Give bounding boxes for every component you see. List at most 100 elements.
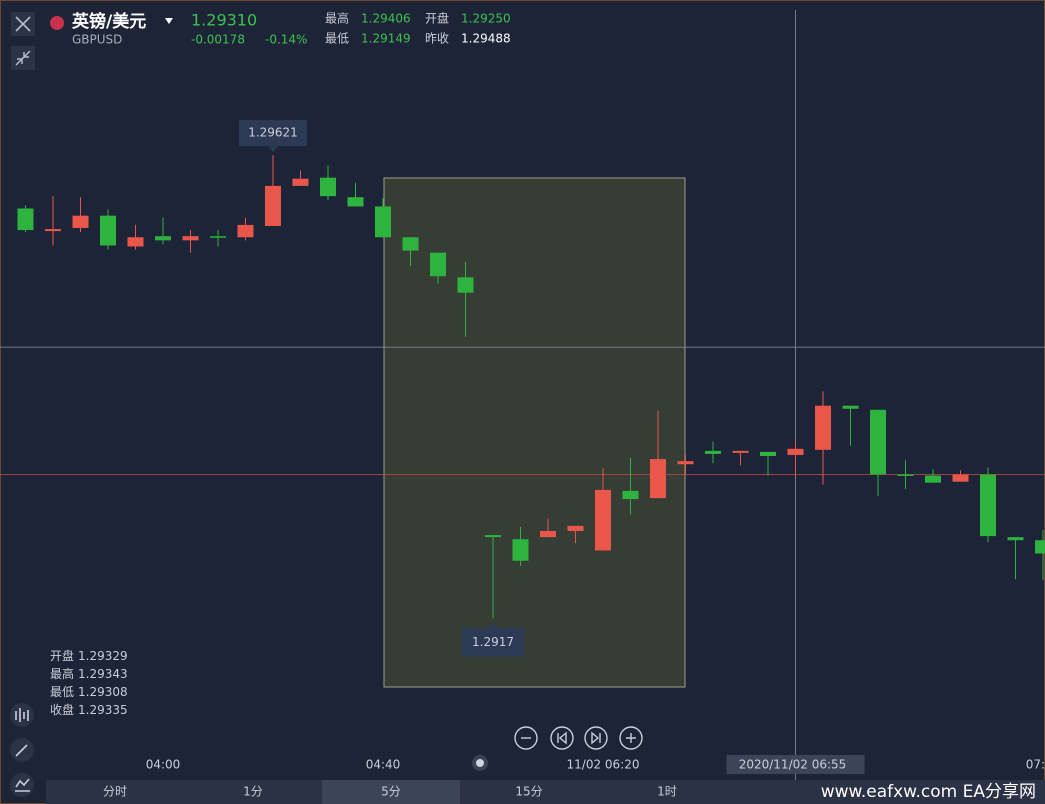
chart-type-button[interactable] <box>10 703 34 727</box>
candle-body <box>127 237 144 247</box>
candle-body <box>842 405 859 409</box>
candle-body <box>650 459 666 499</box>
ohlc-label: 最低 <box>50 685 74 699</box>
candle-body <box>870 409 886 475</box>
ohlc-value: 1.29335 <box>78 703 128 717</box>
crosshair-time: 2020/11/02 06:55 <box>739 758 847 772</box>
tool-icons <box>15 708 30 792</box>
candle-body <box>897 474 914 476</box>
ohlc-label: 收盘 <box>50 702 74 717</box>
candle-body <box>182 236 199 241</box>
candle-body <box>540 530 556 538</box>
candle-body <box>705 450 721 454</box>
ohlc-value: 1.29329 <box>78 649 128 663</box>
candle-body <box>45 229 61 232</box>
low-callout-box <box>462 628 524 657</box>
candle-body <box>430 252 446 277</box>
ohlc-value: 1.29308 <box>78 685 128 699</box>
candle-body <box>1007 537 1024 541</box>
candle-body <box>485 535 501 538</box>
candle-body <box>1035 540 1045 554</box>
low-label: 1.2917 <box>472 635 514 649</box>
timeframe-tabs: 分时 1分 5分 15分 1时 <box>103 780 677 804</box>
stat-label: 昨收 <box>425 32 449 46</box>
low-callout-pointer <box>488 622 498 629</box>
ohlc-row: 最高 1.29343 <box>50 666 128 681</box>
ohlc-value: 1.29343 <box>78 667 128 681</box>
stat-label: 最低 <box>325 32 349 46</box>
candle-body <box>952 474 969 482</box>
x-tick-label: 07:40 <box>1026 758 1045 772</box>
tab-selected <box>322 780 460 804</box>
tab-label: 1时 <box>657 785 677 799</box>
candle-body <box>732 450 749 453</box>
high-callout-pointer <box>268 146 278 153</box>
candle-body <box>402 237 419 251</box>
zoom-out[interactable] <box>514 726 538 750</box>
high-callout-box <box>239 120 307 147</box>
dropdown-arrow[interactable] <box>165 18 173 24</box>
stat-label: 开盘 <box>425 11 449 26</box>
ohlc-row: 收盘 1.29335 <box>50 702 128 717</box>
candle-body <box>980 474 996 537</box>
price: 1.29310 <box>191 11 257 30</box>
symbol: GBPUSD <box>72 33 122 47</box>
close-icon <box>15 16 31 32</box>
candle-body <box>815 405 831 450</box>
candle-body <box>100 215 116 246</box>
candle-body <box>265 185 281 226</box>
scroll-end[interactable] <box>584 726 608 750</box>
candle-body <box>347 197 364 207</box>
flag-icon <box>50 16 64 30</box>
candle-body <box>457 277 474 293</box>
change: -0.00178 <box>191 33 245 47</box>
selection-box <box>383 177 686 688</box>
high-label: 1.29621 <box>248 126 298 140</box>
tab-label: 15分 <box>515 785 542 799</box>
ohlc-label: 最高 <box>50 666 74 681</box>
candle-body <box>210 236 226 238</box>
candle-body <box>237 224 254 238</box>
stat-value: 1.29250 <box>461 12 511 26</box>
candle-body <box>595 489 611 551</box>
shrink-icon <box>15 50 31 66</box>
candle-body <box>567 525 584 531</box>
indicator-button[interactable] <box>10 773 34 797</box>
candle-body <box>72 215 89 228</box>
tab-label: 1分 <box>243 785 263 799</box>
ohlc-row: 最低 1.29308 <box>50 685 128 699</box>
x-tick-label: 04:40 <box>366 758 401 772</box>
stat-value: 1.29406 <box>361 12 411 26</box>
scroll-start[interactable] <box>550 726 574 750</box>
x-tick-label: 11/02 06:20 <box>567 758 640 772</box>
ohlc-label: 开盘 <box>50 648 74 663</box>
pair-name[interactable]: 英镑/美元 <box>72 11 146 32</box>
ohlc-row: 开盘 1.29329 <box>50 648 128 663</box>
candle-body <box>375 206 391 238</box>
x-tick-label: 04:00 <box>146 758 181 772</box>
change-pct: -0.14% <box>265 33 307 47</box>
stat-value: 1.29488 <box>461 32 511 46</box>
candle-body <box>155 236 171 241</box>
candle-body <box>622 490 639 500</box>
tab-label: 5分 <box>381 785 401 799</box>
candle-body <box>17 208 34 231</box>
stat-value: 1.29149 <box>361 32 411 46</box>
candle-body <box>760 451 776 456</box>
scroll-handle-dot <box>476 759 484 767</box>
candle-body <box>320 177 336 197</box>
crosshair-time-box <box>726 755 865 774</box>
candle-body <box>292 178 309 186</box>
zoom-controls <box>514 726 643 750</box>
plot-area: 04:00 04:40 11/02 06:20 07:40 1.29621 1.2917 2… <box>0 10 1045 780</box>
stat-label: 最高 <box>325 11 349 26</box>
candle-body <box>677 461 694 465</box>
watermark: www.eafxw.com EA分享网 <box>821 782 1036 802</box>
candle-body <box>512 539 529 561</box>
toolbar <box>46 780 1045 804</box>
candle-body <box>925 475 941 483</box>
candle-body <box>787 448 804 455</box>
zoom-in[interactable] <box>619 726 643 750</box>
tab-label: 分时 <box>103 785 127 799</box>
